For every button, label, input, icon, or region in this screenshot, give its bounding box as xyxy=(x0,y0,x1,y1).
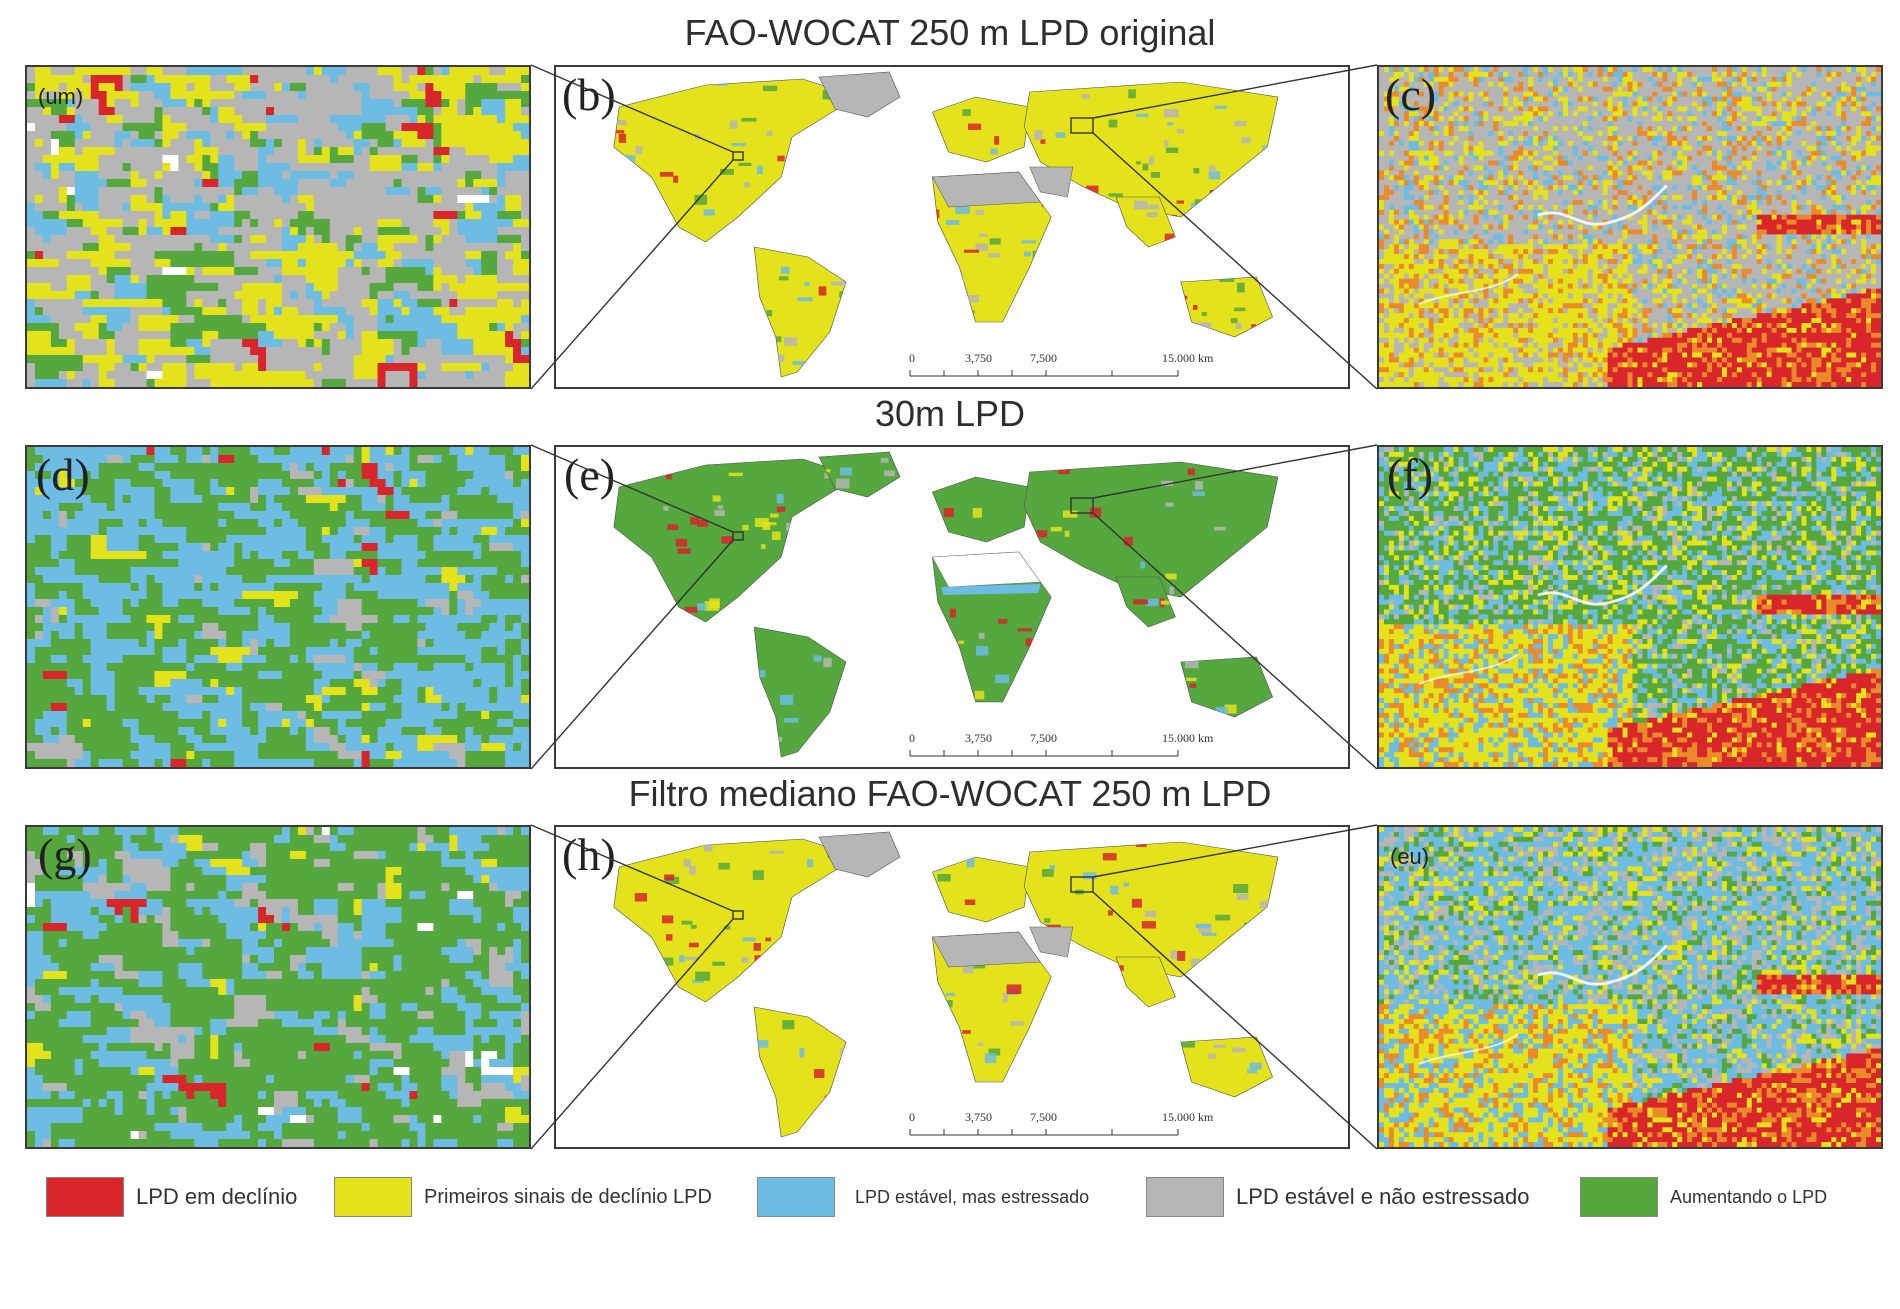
scale-label-3750: 3,750 xyxy=(965,731,992,746)
legend-swatch-stressed xyxy=(757,1177,835,1217)
world-map-svg-e xyxy=(613,451,1279,758)
scale-label-7500: 7,500 xyxy=(1030,351,1057,366)
pixel-mosaic-d xyxy=(27,447,529,767)
scale-label-15000: 15.000 km xyxy=(1162,731,1213,746)
world-map-b xyxy=(554,65,1350,389)
world-map-svg-b xyxy=(613,71,1279,378)
legend-item-declining: LPD em declínio xyxy=(46,1175,297,1219)
scale-label-15000: 15.000 km xyxy=(1162,1110,1213,1125)
scale-label-7500: 7,500 xyxy=(1030,731,1057,746)
legend-swatch-early-decline xyxy=(334,1177,412,1217)
panel-label-g: (g) xyxy=(38,828,92,881)
legend-swatch-declining xyxy=(46,1177,124,1217)
scale-label-3750: 3,750 xyxy=(965,351,992,366)
gradient-raster-i xyxy=(1379,827,1881,1147)
row-title-3: Filtro mediano FAO-WOCAT 250 m LPD xyxy=(0,773,1900,815)
legend-label-increasing: Aumentando o LPD xyxy=(1670,1187,1827,1208)
continent-north-america xyxy=(613,78,858,243)
world-map-e xyxy=(554,445,1350,769)
legend: LPD em declínio Primeiros sinais de decl… xyxy=(0,1175,1900,1235)
sahara-band xyxy=(941,584,1041,595)
gradient-raster-c xyxy=(1379,67,1881,387)
scale-bar-line xyxy=(909,1129,1179,1136)
zoom-panel-i xyxy=(1377,825,1883,1149)
scale-label-0: 0 xyxy=(909,1110,915,1125)
legend-item-stressed: LPD estável, mas estressado xyxy=(757,1175,1089,1219)
legend-label-declining: LPD em declínio xyxy=(136,1184,297,1210)
continent-greenland xyxy=(818,831,901,878)
panel-label-d: (d) xyxy=(36,448,90,501)
panel-label-a: (um) xyxy=(38,84,83,110)
continent-south-america xyxy=(753,246,847,378)
panel-label-e: (e) xyxy=(564,448,615,501)
pixel-mosaic-g xyxy=(27,827,529,1147)
continent-south-america xyxy=(753,1006,847,1138)
sahara-region xyxy=(931,171,1041,208)
scale-label-15000: 15.000 km xyxy=(1162,351,1213,366)
panel-label-b: (b) xyxy=(562,68,616,121)
legend-item-stable: LPD estável e não estressado xyxy=(1146,1175,1530,1219)
gradient-raster-f xyxy=(1379,447,1881,767)
zoom-panel-d xyxy=(25,445,531,769)
scale-label-7500: 7,500 xyxy=(1030,1110,1057,1125)
row-title-2: 30m LPD xyxy=(0,393,1900,435)
world-map-svg-h xyxy=(613,831,1279,1138)
panel-label-c: (c) xyxy=(1385,68,1436,121)
legend-label-early-decline: Primeiros sinais de declínio LPD xyxy=(424,1186,712,1209)
legend-label-stressed: LPD estável, mas estressado xyxy=(855,1187,1089,1208)
zoom-panel-a xyxy=(25,65,531,389)
sahara-region xyxy=(931,551,1041,588)
scale-label-0: 0 xyxy=(909,731,915,746)
pixel-mosaic-a xyxy=(27,67,529,387)
panel-label-f: (f) xyxy=(1387,448,1433,501)
arabia-region xyxy=(1029,926,1074,958)
legend-swatch-stable xyxy=(1146,1177,1224,1217)
scale-bar-line xyxy=(909,370,1179,377)
scale-label-3750: 3,750 xyxy=(965,1110,992,1125)
world-map-h xyxy=(554,825,1350,1149)
continent-north-america xyxy=(613,458,858,623)
panel-label-i: (eu) xyxy=(1390,844,1429,870)
scale-label-0: 0 xyxy=(909,351,915,366)
continent-north-america xyxy=(613,838,858,1003)
continent-south-america xyxy=(753,626,847,758)
sahara-region xyxy=(931,931,1041,968)
zoom-panel-g xyxy=(25,825,531,1149)
panel-label-h: (h) xyxy=(562,828,616,881)
continent-europe xyxy=(931,856,1030,923)
legend-label-stable: LPD estável e não estressado xyxy=(1236,1184,1530,1210)
legend-swatch-increasing xyxy=(1580,1177,1658,1217)
zoom-panel-f xyxy=(1377,445,1883,769)
zoom-panel-c xyxy=(1377,65,1883,389)
row-title-1: FAO-WOCAT 250 m LPD original xyxy=(0,12,1900,54)
legend-item-early-decline: Primeiros sinais de declínio LPD xyxy=(334,1175,712,1219)
scale-bar-line xyxy=(909,750,1179,757)
legend-item-increasing: Aumentando o LPD xyxy=(1580,1175,1827,1219)
arabia-region xyxy=(1029,166,1074,198)
continent-greenland xyxy=(818,71,901,118)
